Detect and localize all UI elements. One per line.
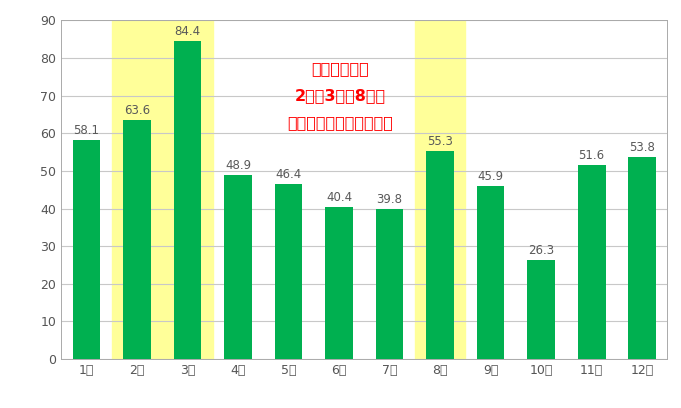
Text: 46.4: 46.4 [275, 169, 302, 182]
Text: 45.9: 45.9 [477, 170, 504, 183]
Text: 53.8: 53.8 [629, 141, 655, 153]
Text: 39.8: 39.8 [377, 193, 402, 206]
Text: 48.9: 48.9 [225, 159, 251, 172]
Text: 55.3: 55.3 [427, 135, 453, 148]
Bar [527, 260, 555, 359]
Text: 26.3: 26.3 [528, 244, 554, 257]
Text: 63.6: 63.6 [124, 104, 150, 117]
Bar [426, 151, 454, 359]
Bar [162, 20, 212, 359]
Bar [112, 20, 162, 359]
Bar [326, 207, 353, 359]
Text: 学生が休みの
2月・3月・8月に
待ち時間が長くなる傾向: 学生が休みの 2月・3月・8月に 待ち時間が長くなる傾向 [287, 61, 393, 130]
Text: 84.4: 84.4 [174, 25, 201, 38]
Bar [629, 157, 656, 359]
Bar [477, 186, 505, 359]
Bar [224, 175, 252, 359]
Bar [376, 209, 403, 359]
Bar [123, 120, 151, 359]
Bar [274, 184, 302, 359]
Text: 40.4: 40.4 [326, 191, 352, 204]
Bar [415, 20, 465, 359]
Bar [174, 42, 202, 359]
Text: 58.1: 58.1 [74, 124, 99, 137]
Text: 51.6: 51.6 [579, 149, 605, 162]
Bar [73, 140, 100, 359]
Bar [577, 165, 605, 359]
